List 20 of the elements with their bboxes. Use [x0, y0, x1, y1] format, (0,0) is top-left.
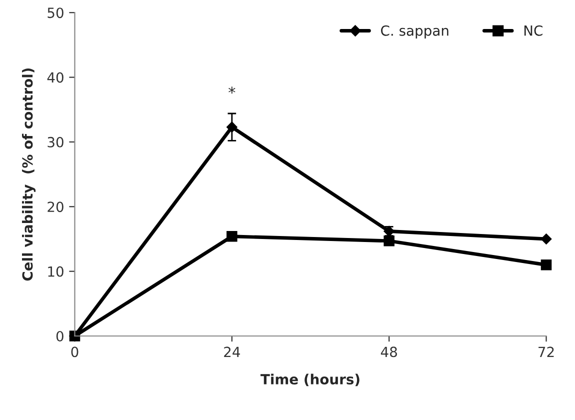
- y-tick-label: 50: [48, 8, 64, 18]
- x-tick-label: 72: [538, 346, 554, 357]
- legend-label: NC: [524, 25, 542, 36]
- y-tick-label: 0: [56, 330, 64, 342]
- legend-label: C. sappan: [381, 25, 448, 39]
- point: [226, 231, 238, 242]
- point: [384, 236, 394, 246]
- y-tick-label: 10: [48, 266, 64, 277]
- annotation: *: [228, 86, 236, 94]
- x-axis-title: Time (hours): [260, 374, 360, 386]
- y-axis-title: Cell viability (% of control): [22, 68, 36, 281]
- point: [540, 259, 552, 270]
- y-tick-label: 40: [47, 72, 64, 83]
- x-tick-label: 0: [71, 346, 78, 358]
- x-tick-label: 24: [224, 346, 240, 357]
- x-tick-label: 48: [380, 346, 397, 358]
- point: [69, 330, 80, 342]
- point: [540, 234, 552, 244]
- y-tick-label: 20: [48, 202, 64, 212]
- y-tick-label: 30: [48, 136, 64, 148]
